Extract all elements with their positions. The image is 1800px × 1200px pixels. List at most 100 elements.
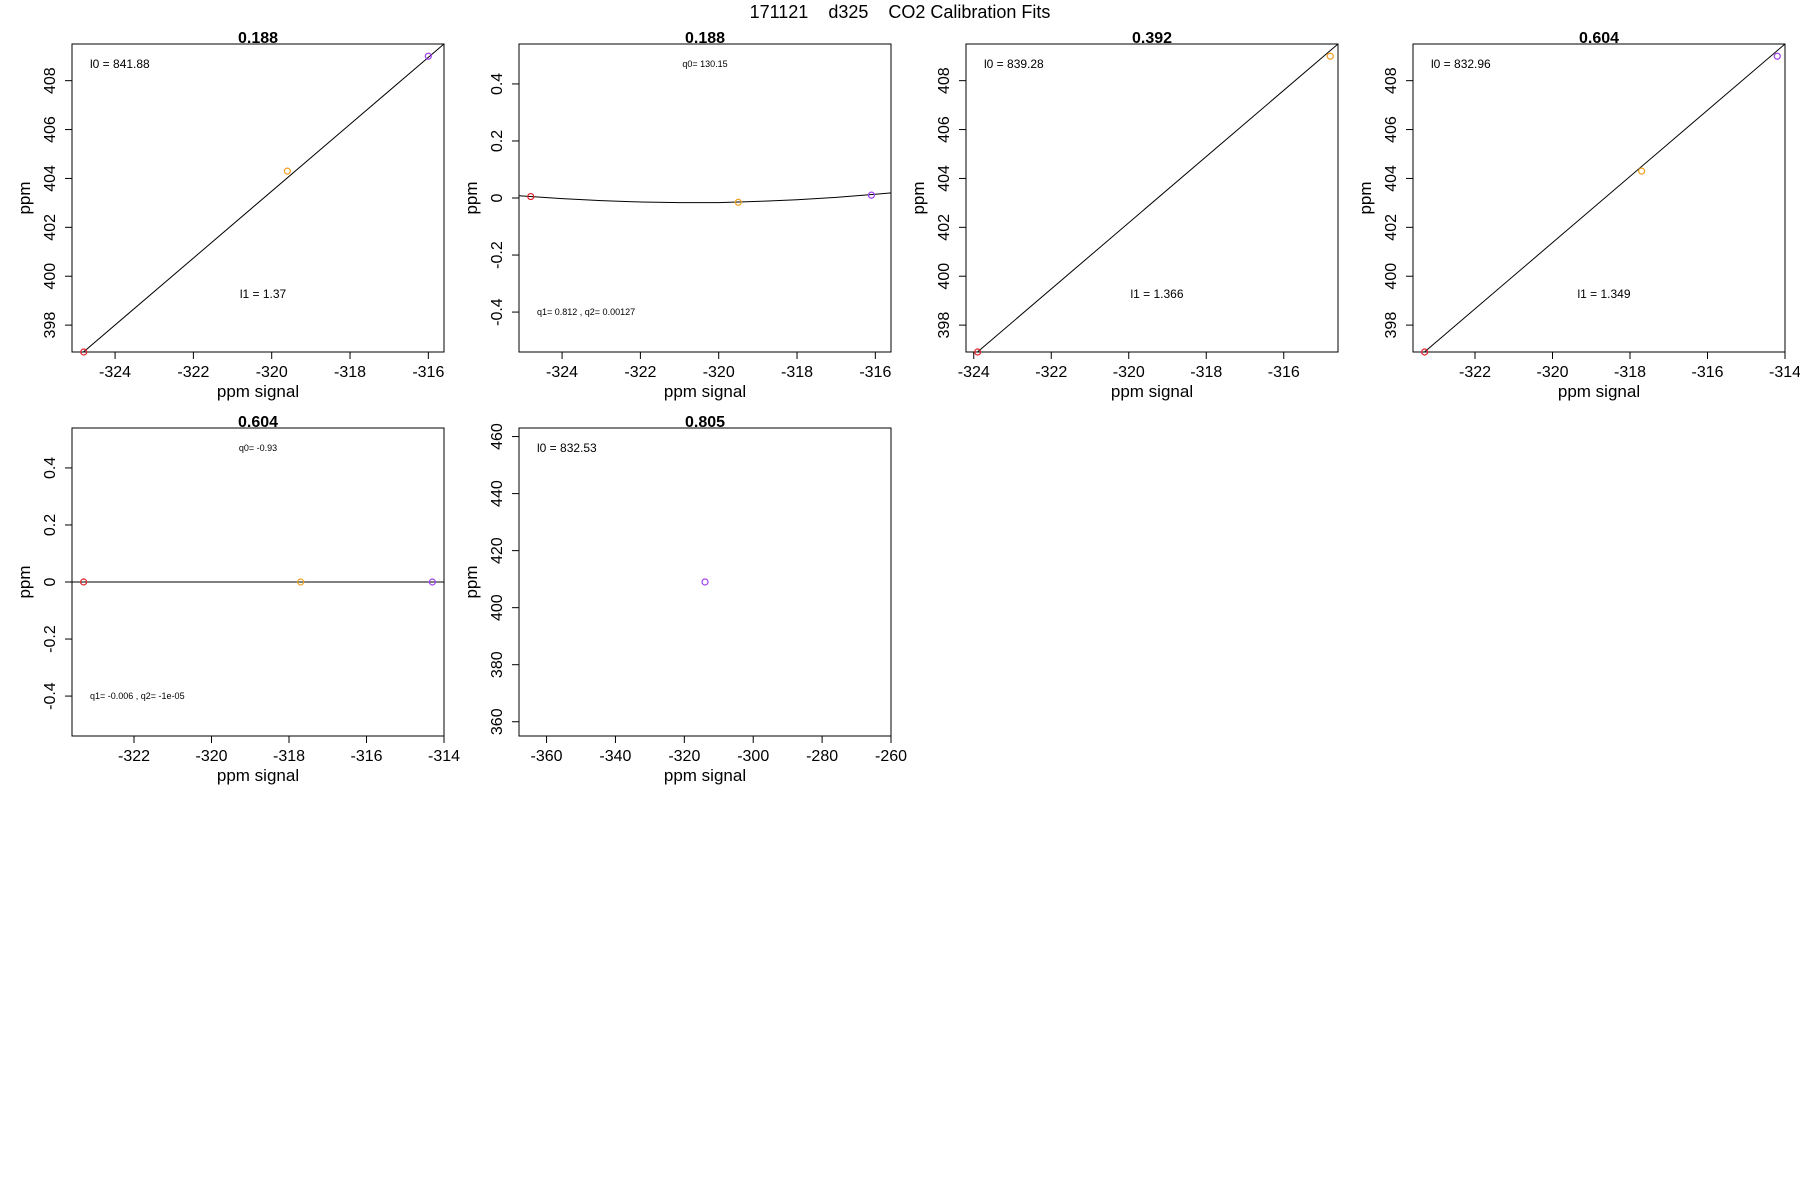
x-tick-label: -322: [1459, 364, 1491, 381]
y-tick-label: -0.2: [489, 241, 506, 269]
y-tick-label: 0.2: [42, 514, 59, 536]
data-point: [1421, 348, 1429, 356]
x-axis-label: ppm signal: [1111, 382, 1193, 401]
x-tick-label: -260: [875, 748, 907, 765]
x-tick-label: -316: [1691, 364, 1723, 381]
fit-annotation: l1 = 1.37: [240, 287, 287, 301]
data-point: [80, 578, 88, 586]
y-axis-label: ppm: [462, 181, 481, 214]
y-tick-label: 406: [42, 116, 59, 143]
figure-date: 171121: [749, 2, 809, 22]
panel-title: 0.392: [1132, 30, 1172, 47]
x-tick-label: -360: [531, 748, 563, 765]
panel-3: 0.392 -324 -322 -320 -318 -316 ppm signal 398 40…: [909, 30, 1339, 401]
x-tick-label: -320: [703, 364, 735, 381]
panel-2: 0.188 -324 -322 -320 -318 -316 ppm signal -0.4 -…: [462, 30, 892, 401]
figure-site: d325: [828, 2, 869, 22]
y-tick-label: 402: [1383, 214, 1400, 241]
fit-annotation: q1= -0.006 , q2= -1e-05: [90, 691, 185, 701]
plot-frame: [518, 43, 892, 353]
fit-annotation: l0 = 841.88: [90, 57, 150, 71]
x-tick-label: -318: [273, 748, 305, 765]
y-tick-label: 400: [42, 263, 59, 290]
x-axis-label: ppm signal: [1558, 382, 1640, 401]
y-tick-label: 406: [936, 116, 953, 143]
x-tick-label: -320: [256, 364, 288, 381]
x-tick-label: -320: [195, 748, 227, 765]
x-tick-label: -316: [350, 748, 382, 765]
panel-6: 0.805 -360 -340 -320 -300 -280 -260 ppm signal 3…: [462, 414, 907, 785]
y-tick-label: 0.2: [489, 130, 506, 152]
x-tick-label: -322: [177, 364, 209, 381]
panel-title: 0.604: [1579, 30, 1619, 47]
y-tick-label: -0.2: [42, 625, 59, 653]
y-tick-label: 406: [1383, 116, 1400, 143]
fit-line: [976, 44, 1338, 352]
y-tick-label: -0.4: [489, 298, 506, 326]
fit-annotation: l0 = 832.53: [537, 441, 597, 455]
data-point: [297, 578, 305, 586]
y-tick-label: 0: [42, 577, 59, 586]
y-tick-label: 404: [42, 165, 59, 192]
y-tick-label: -0.4: [42, 682, 59, 710]
y-tick-label: 400: [1383, 263, 1400, 290]
x-axis-label: ppm signal: [217, 382, 299, 401]
fit-annotation: l1 = 1.366: [1130, 287, 1183, 301]
data-point: [527, 192, 535, 201]
data-point: [1326, 52, 1334, 60]
fit-annotation: l0 = 839.28: [984, 57, 1044, 71]
data-point: [80, 348, 88, 356]
x-tick-label: -320: [1536, 364, 1568, 381]
data-point: [1773, 52, 1781, 60]
figure-title: 171121 d325 CO2 Calibration Fits: [0, 2, 1800, 23]
x-tick-label: -318: [1190, 364, 1222, 381]
y-tick-label: 398: [42, 312, 59, 339]
data-point: [428, 578, 436, 586]
x-tick-label: -316: [1268, 364, 1300, 381]
y-axis-label: ppm: [15, 181, 34, 214]
x-axis-label: ppm signal: [217, 766, 299, 785]
y-tick-label: 402: [42, 214, 59, 241]
data-point: [701, 578, 709, 586]
y-tick-label: 0.4: [489, 73, 506, 95]
fit-annotation: q0= 130.15: [682, 59, 727, 69]
y-tick-label: 404: [936, 165, 953, 192]
y-tick-label: 440: [489, 480, 506, 507]
fit-annotation: q0= -0.93: [239, 443, 277, 453]
y-tick-label: 402: [936, 214, 953, 241]
x-tick-label: -280: [806, 748, 838, 765]
y-tick-label: 0.4: [42, 457, 59, 479]
x-axis-label: ppm signal: [664, 382, 746, 401]
x-tick-label: -322: [118, 748, 150, 765]
y-tick-label: 400: [489, 594, 506, 621]
panel-title: 0.805: [685, 414, 725, 431]
figure-main-title: CO2 Calibration Fits: [888, 2, 1051, 22]
fit-annotation: l0 = 832.96: [1431, 57, 1491, 71]
y-tick-label: 404: [1383, 165, 1400, 192]
y-axis-label: ppm: [462, 565, 481, 598]
x-tick-label: -314: [428, 748, 460, 765]
panel-5: 0.604 -322 -320 -318 -316 -314 ppm signal -0.4 -…: [15, 414, 460, 785]
fit-line: [1423, 44, 1785, 352]
y-tick-label: 360: [489, 708, 506, 735]
data-point: [734, 198, 742, 206]
y-tick-label: 380: [489, 651, 506, 678]
y-tick-label: 400: [936, 263, 953, 290]
panel-title: 0.188: [685, 30, 725, 47]
plot-frame: [965, 43, 1339, 353]
fit-line: [82, 44, 444, 352]
y-tick-label: 398: [1383, 312, 1400, 339]
data-point: [1638, 167, 1646, 175]
fit-line: [519, 192, 891, 204]
x-tick-label: -320: [1113, 364, 1145, 381]
data-point: [867, 191, 876, 199]
x-tick-label: -318: [781, 364, 813, 381]
y-axis-label: ppm: [1356, 181, 1375, 214]
data-point: [424, 52, 432, 60]
x-tick-label: -318: [1614, 364, 1646, 381]
y-axis-label: ppm: [909, 181, 928, 214]
y-tick-label: 0: [489, 193, 506, 202]
y-tick-label: 460: [489, 423, 506, 450]
x-tick-label: -340: [599, 748, 631, 765]
y-axis-label: ppm: [15, 565, 34, 598]
